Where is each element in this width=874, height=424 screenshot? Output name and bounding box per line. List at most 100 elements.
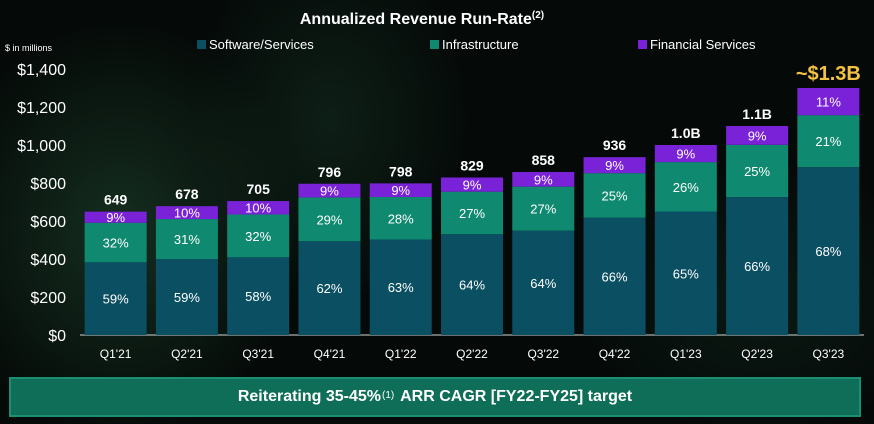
segment-percent-label: 10% xyxy=(174,206,200,221)
segment-percent-label: 64% xyxy=(459,278,485,293)
y-tick-label: $1,400 xyxy=(17,62,66,79)
y-tick-label: $1,000 xyxy=(17,138,66,155)
bar-total-label: 798 xyxy=(389,163,413,179)
x-tick-label: Q1'21 xyxy=(100,347,132,361)
bar-total-label: 1.1B xyxy=(742,106,772,122)
banner-footnote: (1) xyxy=(382,389,395,401)
bar-segment xyxy=(227,257,290,335)
bar-segment xyxy=(441,234,503,335)
bar-segment xyxy=(155,219,218,259)
segment-percent-label: 31% xyxy=(174,232,200,247)
segment-percent-label: 9% xyxy=(748,128,767,143)
bar-total-label: ~$1.3B xyxy=(796,63,861,85)
x-axis: Q1'21 Q2'21 Q3'21 Q4'21 Q1'22 Q2'22 Q3'22 Q4'22… xyxy=(100,347,845,361)
segment-percent-label: 9% xyxy=(605,158,624,173)
chart-title-sup: (2) xyxy=(532,10,544,21)
banner-text-before: Reiterating 35-45% xyxy=(237,388,382,405)
x-tick-label: Q1'23 xyxy=(670,347,702,361)
bar-segment xyxy=(155,258,218,335)
revenue-chart: Annualized Revenue Run-Rate(2) $ in mill… xyxy=(5,10,864,361)
bar-segment xyxy=(726,144,789,198)
cagr-banner: Reiterating 35-45% (1) ARR CAGR [FY22-FY2… xyxy=(9,377,861,417)
bar-total-label: 858 xyxy=(532,152,556,168)
bar-segment xyxy=(797,88,860,116)
segment-percent-label: 29% xyxy=(316,212,342,227)
bar-segment xyxy=(512,230,575,335)
bar-segment xyxy=(654,211,717,335)
bar-segment xyxy=(84,211,147,223)
bar-segment xyxy=(583,157,646,174)
segment-percent-label: 59% xyxy=(103,292,129,307)
y-tick-label: $800 xyxy=(30,176,66,193)
legend-label: Software/Services xyxy=(209,37,314,52)
bar-segment xyxy=(512,186,575,231)
x-tick-label: Q3'21 xyxy=(242,347,274,361)
bar-segment xyxy=(654,145,717,163)
segment-percent-label: 25% xyxy=(602,188,628,203)
segment-percent-label: 26% xyxy=(673,180,699,195)
legend-label: Financial Services xyxy=(650,37,756,52)
segment-percent-label: 58% xyxy=(245,289,271,304)
legend-swatch xyxy=(430,40,439,49)
bar-total-label: 678 xyxy=(175,186,199,202)
bar-segment xyxy=(797,167,860,335)
segment-percent-label: 27% xyxy=(530,202,556,217)
bar-segment xyxy=(369,239,432,335)
bar-segment xyxy=(726,126,789,145)
x-tick-label: Q2'22 xyxy=(456,347,488,361)
chart-title-main: Annualized Revenue Run-Rate xyxy=(300,11,532,28)
legend-swatch xyxy=(638,40,647,49)
segment-percent-label: 11% xyxy=(816,95,841,110)
banner-text-after: ARR CAGR [FY22-FY25] target xyxy=(396,388,633,405)
bar-segment xyxy=(583,173,646,218)
bar-segment xyxy=(369,183,432,198)
segment-percent-label: 68% xyxy=(815,244,841,259)
x-tick-label: Q3'22 xyxy=(527,347,559,361)
segment-percent-label: 10% xyxy=(245,201,271,216)
x-tick-label: Q1'22 xyxy=(385,347,417,361)
x-tick-label: Q2'21 xyxy=(171,347,203,361)
segment-percent-label: 65% xyxy=(673,266,699,281)
bar-segment xyxy=(84,262,147,335)
legend-label: Infrastructure xyxy=(442,37,519,52)
segment-percent-label: 66% xyxy=(602,269,628,284)
bar-total-label: 829 xyxy=(460,157,484,173)
segment-percent-label: 9% xyxy=(676,147,695,162)
segment-percent-label: 32% xyxy=(103,236,129,251)
bar-segment xyxy=(298,241,361,335)
bar-total-label: 1.0B xyxy=(671,125,701,141)
bar-segment xyxy=(84,222,147,263)
x-tick-label: Q4'22 xyxy=(599,347,631,361)
x-tick-label: Q4'21 xyxy=(314,347,346,361)
segment-percent-label: 9% xyxy=(463,178,482,193)
bar-segment xyxy=(369,197,432,240)
bar-segment xyxy=(441,177,503,192)
segment-percent-label: 32% xyxy=(245,229,271,244)
bar-segment xyxy=(512,171,575,187)
segment-percent-label: 9% xyxy=(534,172,553,187)
bar-segment xyxy=(797,115,860,168)
segment-percent-label: 59% xyxy=(174,290,200,305)
legend: Software/Services Infrastructure Financial… xyxy=(197,37,756,52)
unit-note: $ in millions xyxy=(5,43,53,53)
y-tick-label: $0 xyxy=(48,328,66,345)
segment-percent-label: 27% xyxy=(459,206,485,221)
bar-segment xyxy=(298,183,361,198)
bar-total-label: 796 xyxy=(318,164,342,180)
bar-segment xyxy=(583,217,646,335)
bars: 59% 32% 9% 649 59% 31% 10% 678 58% 32% 10% 705 62% 29… xyxy=(84,63,861,335)
segment-percent-label: 9% xyxy=(106,210,125,225)
segment-percent-label: 62% xyxy=(316,281,342,296)
legend-swatch xyxy=(197,40,206,49)
segment-percent-label: 9% xyxy=(391,183,410,198)
bar-total-label: 649 xyxy=(104,192,128,208)
bar-segment xyxy=(298,197,361,242)
x-tick-label: Q2'23 xyxy=(741,347,773,361)
segment-percent-label: 66% xyxy=(744,259,770,274)
segment-percent-label: 63% xyxy=(388,280,414,295)
y-tick-label: $400 xyxy=(30,252,66,269)
bar-segment xyxy=(227,201,290,215)
segment-percent-label: 25% xyxy=(744,164,770,179)
chart-title: Annualized Revenue Run-Rate(2) xyxy=(300,10,544,28)
y-tick-label: $1,200 xyxy=(17,100,66,117)
